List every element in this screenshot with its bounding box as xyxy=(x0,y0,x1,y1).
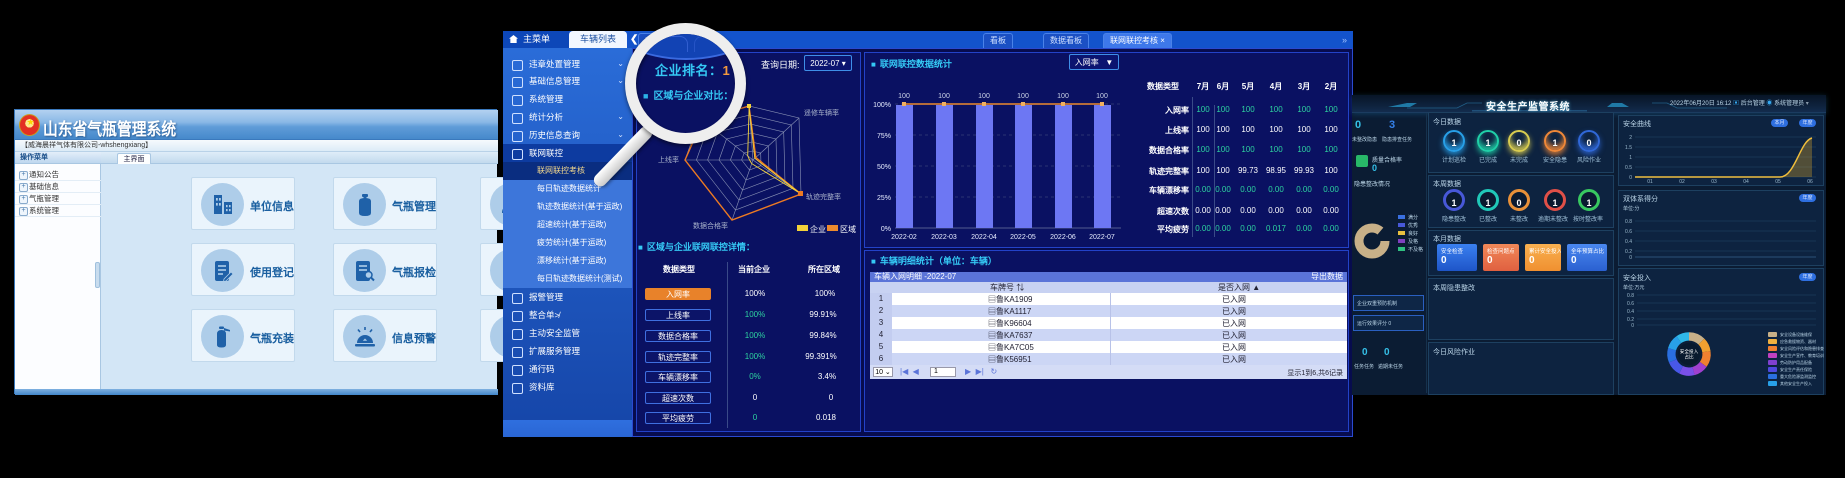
svg-text:04: 04 xyxy=(1743,179,1749,183)
svg-text:0.5: 0.5 xyxy=(1625,165,1632,171)
svg-text:100: 100 xyxy=(978,93,990,100)
svg-text:0%: 0% xyxy=(881,226,891,233)
svg-text:0.6: 0.6 xyxy=(1625,229,1632,235)
svg-text:上线率: 上线率 xyxy=(658,155,679,164)
svg-text:数据合格率: 数据合格率 xyxy=(693,221,728,230)
svg-text:0.4: 0.4 xyxy=(1627,309,1634,315)
svg-text:05: 05 xyxy=(1775,179,1781,183)
svg-text:0: 0 xyxy=(1629,175,1632,181)
svg-text:100: 100 xyxy=(1096,93,1108,100)
svg-text:75%: 75% xyxy=(877,133,891,140)
svg-text:0.2: 0.2 xyxy=(1625,249,1632,255)
svg-text:02: 02 xyxy=(1679,179,1685,183)
svg-text:1: 1 xyxy=(1629,155,1632,161)
svg-text:01: 01 xyxy=(1647,179,1653,183)
svg-text:1.5: 1.5 xyxy=(1625,145,1632,151)
svg-text:0.4: 0.4 xyxy=(1625,239,1632,245)
svg-text:0.8: 0.8 xyxy=(1627,293,1634,299)
svg-text:50%: 50% xyxy=(877,164,891,171)
svg-text:0.6: 0.6 xyxy=(1627,301,1634,307)
svg-text:100: 100 xyxy=(898,93,910,100)
svg-text:100%: 100% xyxy=(873,102,891,109)
svg-text:2022-07: 2022-07 xyxy=(1089,234,1115,241)
svg-text:0.8: 0.8 xyxy=(1625,219,1632,225)
svg-text:2022-06: 2022-06 xyxy=(1050,234,1076,241)
svg-text:0: 0 xyxy=(1629,255,1632,261)
svg-text:100: 100 xyxy=(1017,93,1029,100)
svg-text:0.2: 0.2 xyxy=(1627,317,1634,323)
svg-text:25%: 25% xyxy=(877,195,891,202)
svg-text:100: 100 xyxy=(1057,93,1069,100)
svg-text:2: 2 xyxy=(1629,135,1632,141)
svg-text:安全投入: 安全投入 xyxy=(1680,348,1699,355)
svg-text:2022-03: 2022-03 xyxy=(931,234,957,241)
svg-text:100: 100 xyxy=(938,93,950,100)
svg-text:2022-04: 2022-04 xyxy=(971,234,997,241)
svg-text:遥修车辆率: 遥修车辆率 xyxy=(804,108,839,117)
svg-text:轨迹完整率: 轨迹完整率 xyxy=(806,192,841,201)
svg-text:06: 06 xyxy=(1807,179,1813,183)
svg-text:占比: 占比 xyxy=(1684,354,1694,361)
svg-text:2022-05: 2022-05 xyxy=(1010,234,1036,241)
svg-text:0: 0 xyxy=(1631,323,1634,327)
svg-text:03: 03 xyxy=(1711,179,1717,183)
svg-text:2022-02: 2022-02 xyxy=(891,234,917,241)
